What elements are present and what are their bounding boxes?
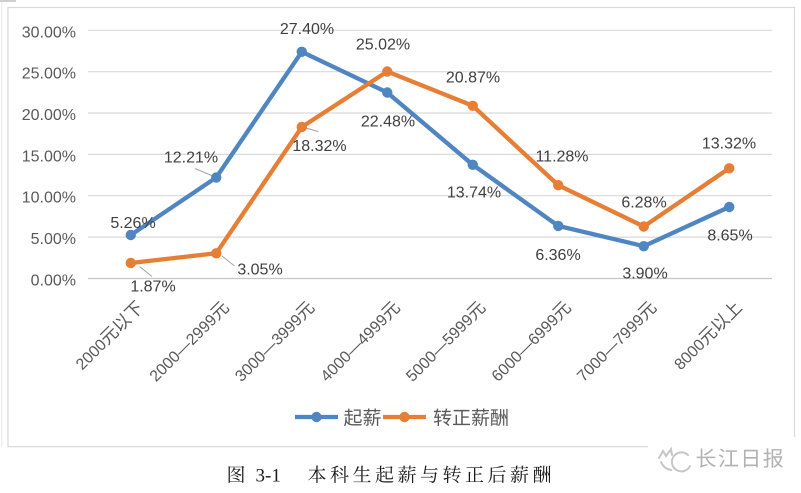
svg-text:25.02%: 25.02% — [356, 37, 410, 54]
svg-text:11.28%: 11.28% — [535, 149, 588, 166]
svg-text:本科生起薪与转正后薪酬: 本科生起薪与转正后薪酬 — [308, 461, 556, 488]
svg-text:1.87%: 1.87% — [130, 279, 175, 296]
svg-text:0.00%: 0.00% — [31, 273, 76, 290]
svg-text:27.40%: 27.40% — [280, 21, 334, 38]
svg-text:20.87%: 20.87% — [446, 70, 500, 87]
svg-text:25.00%: 25.00% — [22, 66, 76, 83]
svg-text:5.00%: 5.00% — [31, 231, 76, 248]
svg-text:起薪: 起薪 — [344, 409, 382, 430]
svg-text:12.21%: 12.21% — [164, 150, 218, 167]
svg-text:5.26%: 5.26% — [110, 215, 155, 232]
svg-text:30.00%: 30.00% — [22, 24, 76, 41]
svg-text:22.48%: 22.48% — [361, 114, 415, 131]
svg-text:8.65%: 8.65% — [707, 228, 752, 245]
svg-text:6.36%: 6.36% — [535, 247, 580, 264]
svg-text:3-1: 3-1 — [256, 466, 281, 487]
svg-text:3.90%: 3.90% — [622, 266, 667, 283]
svg-text:10.00%: 10.00% — [22, 190, 76, 207]
svg-text:18.32%: 18.32% — [292, 138, 346, 155]
svg-text:转正薪酬: 转正薪酬 — [433, 409, 509, 430]
svg-text:13.74%: 13.74% — [447, 185, 501, 202]
svg-text:20.00%: 20.00% — [22, 107, 76, 124]
svg-text:3.05%: 3.05% — [237, 262, 282, 279]
svg-text:13.32%: 13.32% — [702, 136, 756, 153]
svg-text:6.28%: 6.28% — [621, 195, 666, 212]
svg-text:15.00%: 15.00% — [22, 148, 76, 165]
svg-text:长江日报: 长江日报 — [696, 443, 786, 473]
svg-text:图: 图 — [227, 461, 246, 488]
